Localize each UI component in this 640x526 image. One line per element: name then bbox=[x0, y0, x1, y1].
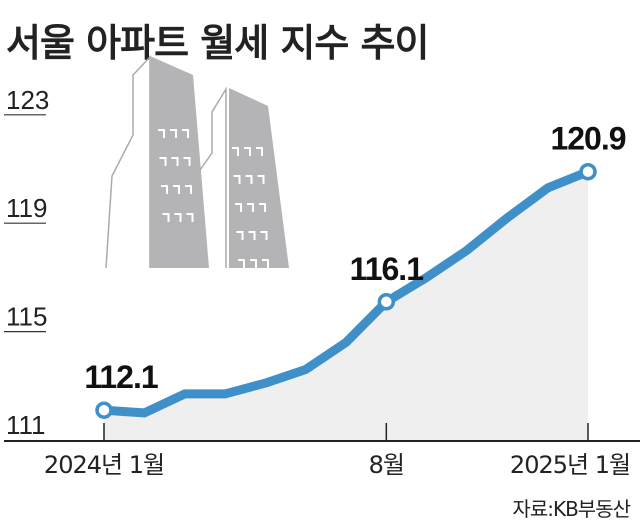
window-icon bbox=[256, 147, 263, 156]
window-icon bbox=[161, 185, 168, 194]
window-icon bbox=[173, 185, 180, 194]
window-icon bbox=[185, 185, 192, 194]
window-icon bbox=[171, 157, 179, 166]
window-icon bbox=[260, 231, 268, 240]
data-label: 116.1 bbox=[350, 251, 424, 287]
x-tick-label: 2024년 1월 bbox=[44, 451, 164, 479]
window-icon bbox=[182, 129, 189, 138]
x-tick-label: 8월 bbox=[369, 451, 404, 479]
y-tick-label: 119 bbox=[6, 193, 47, 223]
window-icon bbox=[259, 203, 266, 212]
window-icon bbox=[170, 129, 177, 138]
window-icon bbox=[262, 259, 269, 268]
area-fill bbox=[104, 171, 588, 440]
window-icon bbox=[174, 213, 182, 222]
window-icon bbox=[162, 213, 170, 222]
window-icon bbox=[238, 259, 245, 268]
window-icon bbox=[183, 157, 191, 166]
data-point-marker bbox=[95, 401, 113, 419]
window-icon bbox=[236, 231, 244, 240]
y-tick-label: 115 bbox=[6, 302, 47, 332]
y-tick-label: 123 bbox=[6, 85, 49, 115]
window-icon bbox=[159, 157, 167, 166]
y-tick-label: 111 bbox=[6, 410, 46, 440]
series-line bbox=[103, 167, 590, 418]
window-icon bbox=[257, 175, 265, 184]
data-point-marker bbox=[579, 162, 597, 181]
data-label: 120.9 bbox=[550, 121, 625, 157]
chart-title: 서울 아파트 월세 지수 추이 bbox=[6, 21, 429, 65]
window-icon bbox=[158, 129, 165, 138]
window-icon bbox=[247, 203, 254, 212]
window-icon bbox=[250, 259, 257, 268]
window-icon bbox=[186, 213, 194, 222]
building-illustration bbox=[105, 55, 289, 269]
window-icon bbox=[248, 231, 256, 240]
window-icon bbox=[232, 147, 239, 156]
window-icon bbox=[235, 203, 242, 212]
window-icon bbox=[244, 147, 251, 156]
window-icon bbox=[233, 175, 241, 184]
x-tick-label: 2025년 1월 bbox=[510, 451, 630, 479]
data-label: 112.1 bbox=[84, 359, 158, 395]
data-point-marker bbox=[377, 293, 396, 311]
source-note: 자료:KB부동산 bbox=[512, 497, 631, 521]
window-icon bbox=[245, 175, 253, 184]
